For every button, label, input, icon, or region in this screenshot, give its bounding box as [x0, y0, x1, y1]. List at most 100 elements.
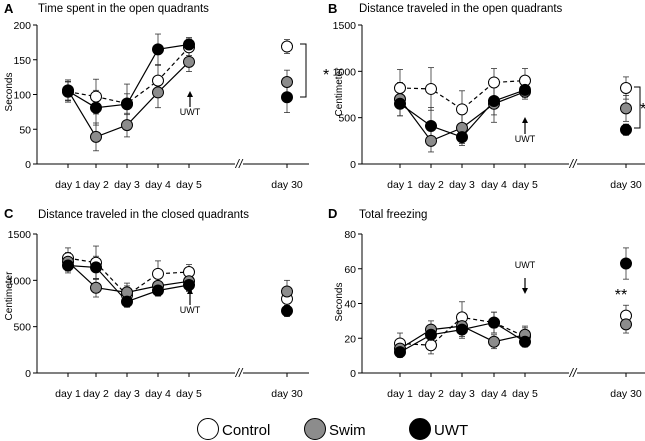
x-tick-label: day 2 — [418, 179, 444, 191]
series-line-control — [67, 46, 190, 105]
data-point-uwt — [62, 85, 74, 98]
data-point-uwt — [620, 257, 632, 270]
data-point-uwt — [425, 120, 437, 133]
x-tick-label: day 4 — [481, 388, 507, 400]
significance-star: ** — [615, 287, 627, 304]
significance-star: * — [640, 101, 645, 118]
uwt-annotation: UWT — [180, 305, 201, 315]
data-point-swim — [183, 55, 195, 68]
chart-title: Time spent in the open quadrants — [38, 3, 209, 15]
x-tick-label: day 3 — [114, 179, 140, 191]
y-tick-label: 1000 — [8, 275, 32, 287]
data-point-uwt — [281, 91, 293, 104]
y-tick-label: 500 — [13, 322, 31, 334]
panel-letter: B — [328, 1, 337, 16]
chart-title: Distance traveled in the open quadrants — [359, 3, 563, 15]
y-tick-label: 20 — [344, 333, 356, 345]
legend-label-swim: Swim — [329, 422, 366, 439]
y-tick-label: 0 — [25, 159, 31, 171]
data-point-swim — [90, 130, 102, 143]
x-tick-label: day 4 — [145, 388, 171, 400]
data-point-uwt — [121, 98, 133, 111]
x-tick-label: day 1 — [55, 179, 81, 191]
y-tick-label: 100 — [13, 90, 31, 102]
data-point-control — [456, 103, 468, 116]
series-line-control — [399, 80, 526, 111]
data-point-uwt — [281, 304, 293, 317]
data-point-control — [152, 267, 164, 280]
x-tick-label: day 3 — [449, 388, 475, 400]
significance-bracket — [634, 86, 641, 129]
y-tick-label: 150 — [13, 55, 31, 67]
legend: Control Swim UWT — [197, 418, 468, 440]
panel-letter: C — [4, 206, 14, 221]
y-tick-label: 500 — [338, 113, 356, 125]
data-point-uwt — [121, 295, 133, 308]
x-tick-label: day 30 — [271, 179, 303, 191]
uwt-arrow-head — [187, 91, 193, 97]
x-tick-label: day 5 — [512, 388, 538, 400]
legend-marker-uwt — [409, 418, 431, 440]
y-tick-label: 200 — [13, 20, 31, 32]
y-axis-label: Centimeter — [334, 67, 345, 117]
uwt-arrow-head — [187, 288, 193, 294]
panel-letter: A — [4, 1, 14, 16]
y-tick-label: 40 — [344, 299, 356, 311]
x-tick-label: day 2 — [418, 388, 444, 400]
data-point-control — [394, 82, 406, 95]
chart-panel-a: A Time spent in the open quadrants Seconds… — [4, 1, 329, 191]
x-tick-label: day 30 — [271, 388, 303, 400]
chart-panel-b: B Distance traveled in the open quadrants… — [328, 1, 645, 191]
y-axis-label: Centimeter — [4, 271, 15, 321]
x-tick-label: day 4 — [481, 179, 507, 191]
y-tick-label: 80 — [344, 229, 356, 241]
significance-star: * — [323, 67, 329, 84]
significance-bracket — [300, 43, 307, 98]
x-tick-label: day 3 — [449, 179, 475, 191]
x-tick-label: day 5 — [176, 388, 202, 400]
x-tick-label: day 5 — [176, 179, 202, 191]
y-axis-label: Seconds — [4, 73, 15, 112]
x-tick-label: day 1 — [387, 388, 413, 400]
data-point-control — [425, 339, 437, 352]
y-tick-label: 50 — [19, 124, 31, 136]
uwt-arrow-head — [522, 288, 528, 294]
uwt-annotation: UWT — [515, 134, 536, 144]
chart-panel-d: D Total freezing Seconds // 0 20 40 60 80 day 1 da… — [328, 206, 645, 400]
data-point-uwt — [519, 335, 531, 348]
data-point-uwt — [456, 131, 468, 144]
data-point-swim — [620, 102, 632, 115]
x-tick-label: day 30 — [610, 179, 642, 191]
data-point-swim — [488, 335, 500, 348]
legend-label-uwt: UWT — [434, 422, 468, 439]
data-point-swim — [152, 86, 164, 99]
y-axis-label: Seconds — [334, 283, 345, 322]
x-tick-label: day 5 — [512, 179, 538, 191]
data-point-swim — [281, 75, 293, 88]
data-point-control — [488, 76, 500, 89]
x-tick-label: day 1 — [387, 179, 413, 191]
legend-marker-control — [197, 418, 219, 440]
data-point-uwt — [394, 97, 406, 110]
chart-title: Distance traveled in the closed quadrant… — [38, 209, 249, 221]
axis-break-marker: // — [569, 366, 578, 380]
data-point-uwt — [425, 328, 437, 341]
data-point-uwt — [620, 123, 632, 136]
y-tick-label: 60 — [344, 264, 356, 276]
data-point-swim — [281, 285, 293, 298]
uwt-arrow-head — [522, 117, 528, 123]
y-tick-label: 0 — [350, 159, 356, 171]
data-point-uwt — [183, 278, 195, 291]
x-tick-label: day 3 — [114, 388, 140, 400]
legend-marker-swim — [304, 418, 326, 440]
data-point-uwt — [152, 43, 164, 56]
data-point-swim — [90, 281, 102, 294]
data-point-swim — [620, 318, 632, 331]
x-tick-label: day 4 — [145, 179, 171, 191]
chart-title: Total freezing — [359, 209, 427, 221]
chart-panel-c: C Distance traveled in the closed quadran… — [4, 206, 309, 400]
data-point-uwt — [488, 94, 500, 107]
axis-break-marker: // — [235, 366, 244, 380]
data-point-uwt — [394, 346, 406, 359]
